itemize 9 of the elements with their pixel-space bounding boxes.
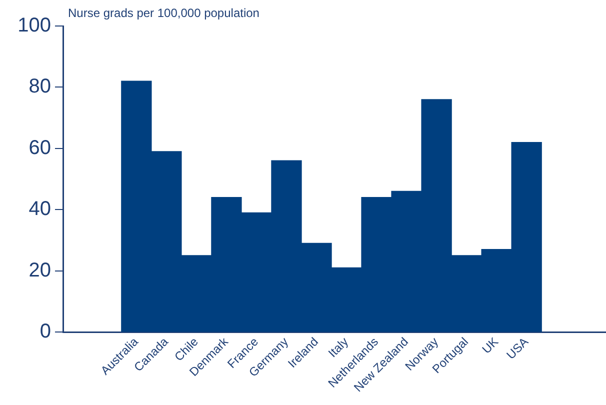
y-tick-label: 40 <box>28 198 51 220</box>
y-tick-label: 60 <box>28 136 51 159</box>
y-tick-label: 20 <box>28 259 51 282</box>
y-tick-label: 80 <box>28 76 51 98</box>
x-tick-label: USA <box>504 334 532 362</box>
x-tick-label: UK <box>479 334 502 356</box>
y-tick-label: 0 <box>40 320 51 343</box>
y-axis-title: Nurse grads per 100,000 population <box>68 6 260 20</box>
y-tick-label: 100 <box>18 14 51 37</box>
